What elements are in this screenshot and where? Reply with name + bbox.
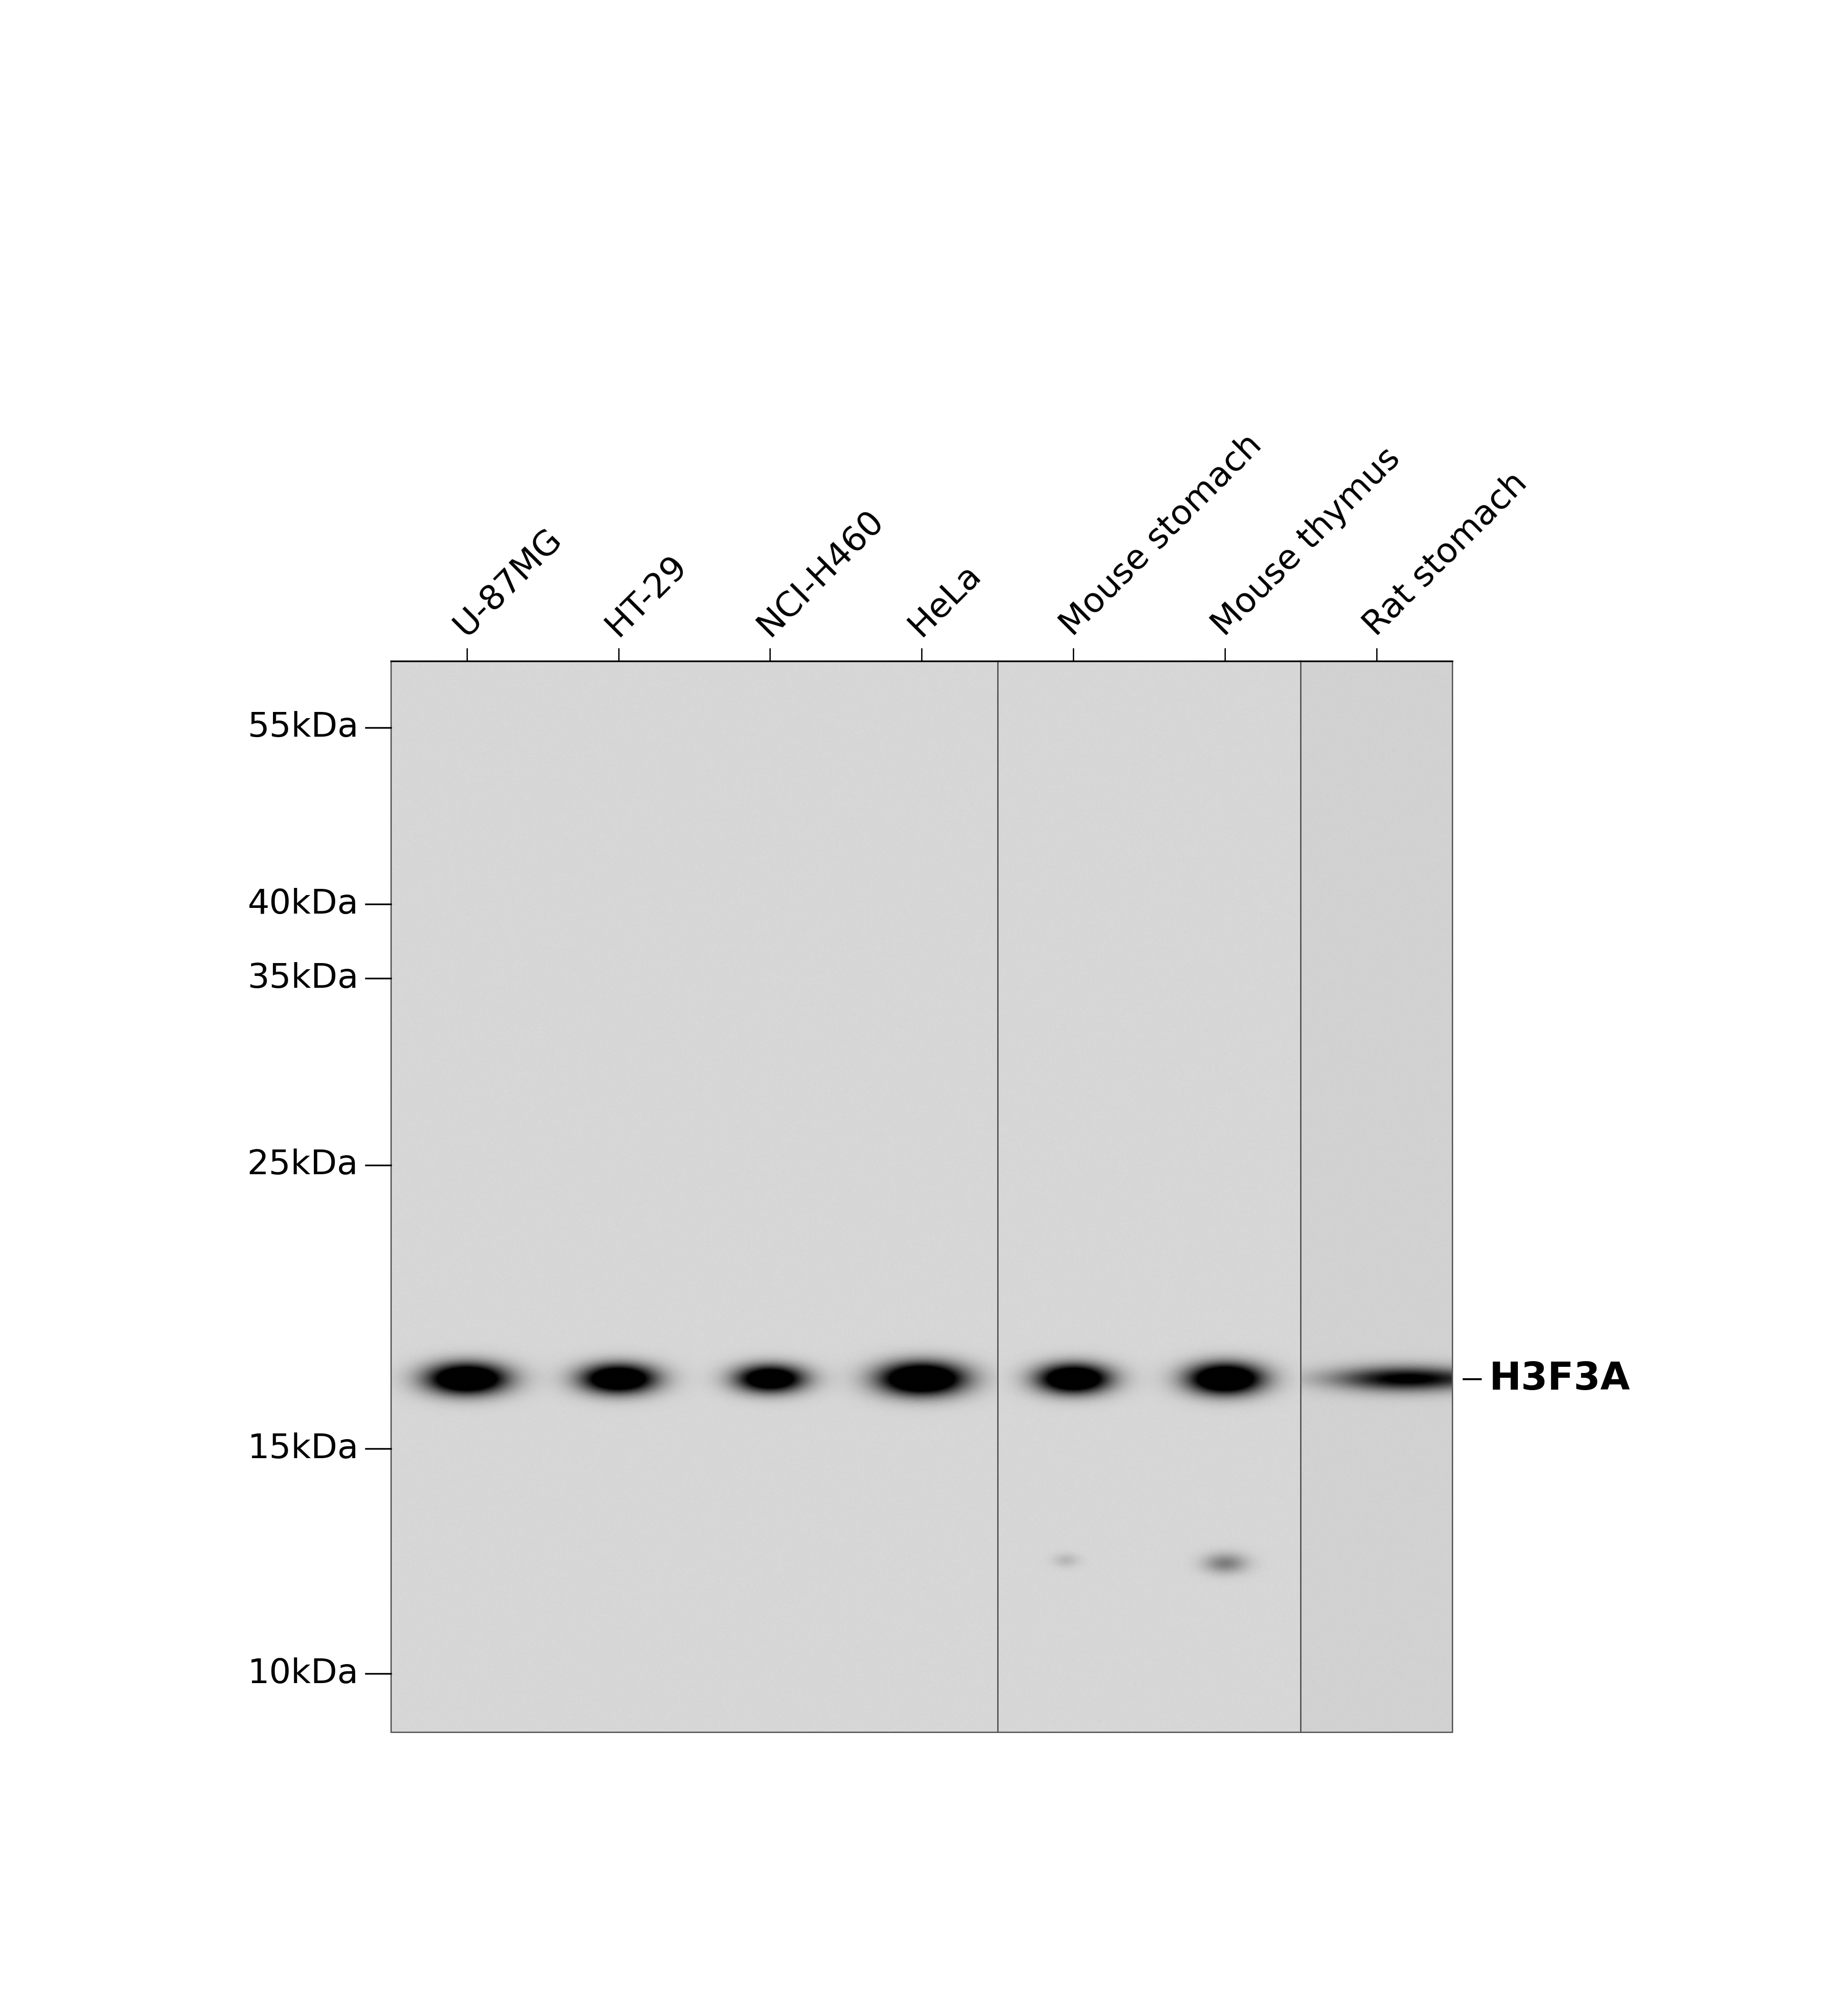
Text: 15kDa: 15kDa <box>247 1431 358 1466</box>
Bar <box>1300 661 1452 1732</box>
Text: 55kDa: 55kDa <box>247 712 358 744</box>
Text: 10kDa: 10kDa <box>248 1657 358 1689</box>
Text: Mouse stomach: Mouse stomach <box>1054 427 1269 643</box>
Text: 35kDa: 35kDa <box>247 962 358 994</box>
Text: 40kDa: 40kDa <box>248 887 358 921</box>
Bar <box>391 661 997 1732</box>
Text: Rat stomach: Rat stomach <box>1357 466 1534 643</box>
Text: Mouse thymus: Mouse thymus <box>1205 442 1406 643</box>
Bar <box>997 661 1300 1732</box>
Text: HeLa: HeLa <box>902 558 988 643</box>
Text: 25kDa: 25kDa <box>247 1149 358 1181</box>
Text: U-87MG: U-87MG <box>447 522 568 643</box>
Text: NCI-H460: NCI-H460 <box>750 504 889 643</box>
Text: HT-29: HT-29 <box>599 548 694 643</box>
Text: H3F3A: H3F3A <box>1490 1361 1631 1397</box>
